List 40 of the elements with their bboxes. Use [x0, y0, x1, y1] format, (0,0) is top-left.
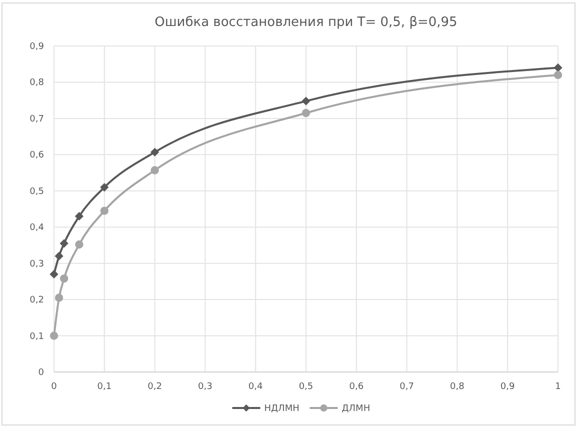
point — [75, 240, 84, 249]
x-tick-label: 0 — [51, 382, 58, 392]
point — [150, 148, 159, 156]
y-tick-label: 0,4 — [30, 223, 44, 234]
x-tick-label: 0,5 — [298, 382, 314, 392]
point — [60, 239, 68, 248]
x-tick-label: 0,6 — [349, 382, 364, 392]
x-tick-label: 0,4 — [248, 382, 264, 392]
point — [302, 96, 310, 106]
legend-label: НДЛМН — [264, 404, 300, 414]
point — [100, 183, 108, 192]
y-tick-label: 0 — [38, 368, 44, 378]
point — [100, 206, 108, 215]
point — [150, 166, 159, 174]
x-tick-label: 0,3 — [198, 382, 212, 392]
legend-label: ДЛМН — [342, 404, 370, 414]
y-tick-label: 0,1 — [30, 332, 44, 342]
x-tick-label: 0,9 — [500, 382, 516, 392]
y-tick-label: 0,5 — [30, 186, 44, 197]
x-tick-label: 1 — [555, 382, 561, 392]
point — [302, 108, 310, 118]
y-tick-label: 0,9 — [30, 42, 44, 52]
point — [75, 212, 84, 220]
chart-title: Ошибка восстановления при T= 0,5, β=0,95 — [154, 15, 458, 30]
y-tick-label: 0,7 — [30, 114, 44, 124]
x-tick-label: 0,7 — [400, 382, 414, 392]
y-tick-label: 0,8 — [30, 78, 44, 88]
point — [50, 332, 58, 340]
point — [54, 294, 64, 302]
x-tick-label: 0,1 — [97, 382, 112, 392]
point — [50, 270, 58, 278]
y-tick-label: 0,2 — [30, 296, 44, 306]
x-tick-label: 0,8 — [450, 382, 465, 392]
y-tick-label: 0,3 — [30, 259, 44, 270]
point — [54, 252, 64, 260]
y-tick-label: 0,6 — [30, 150, 44, 161]
x-tick-label: 0,2 — [148, 382, 162, 392]
point — [554, 64, 562, 72]
point — [554, 70, 562, 80]
point — [60, 274, 68, 283]
